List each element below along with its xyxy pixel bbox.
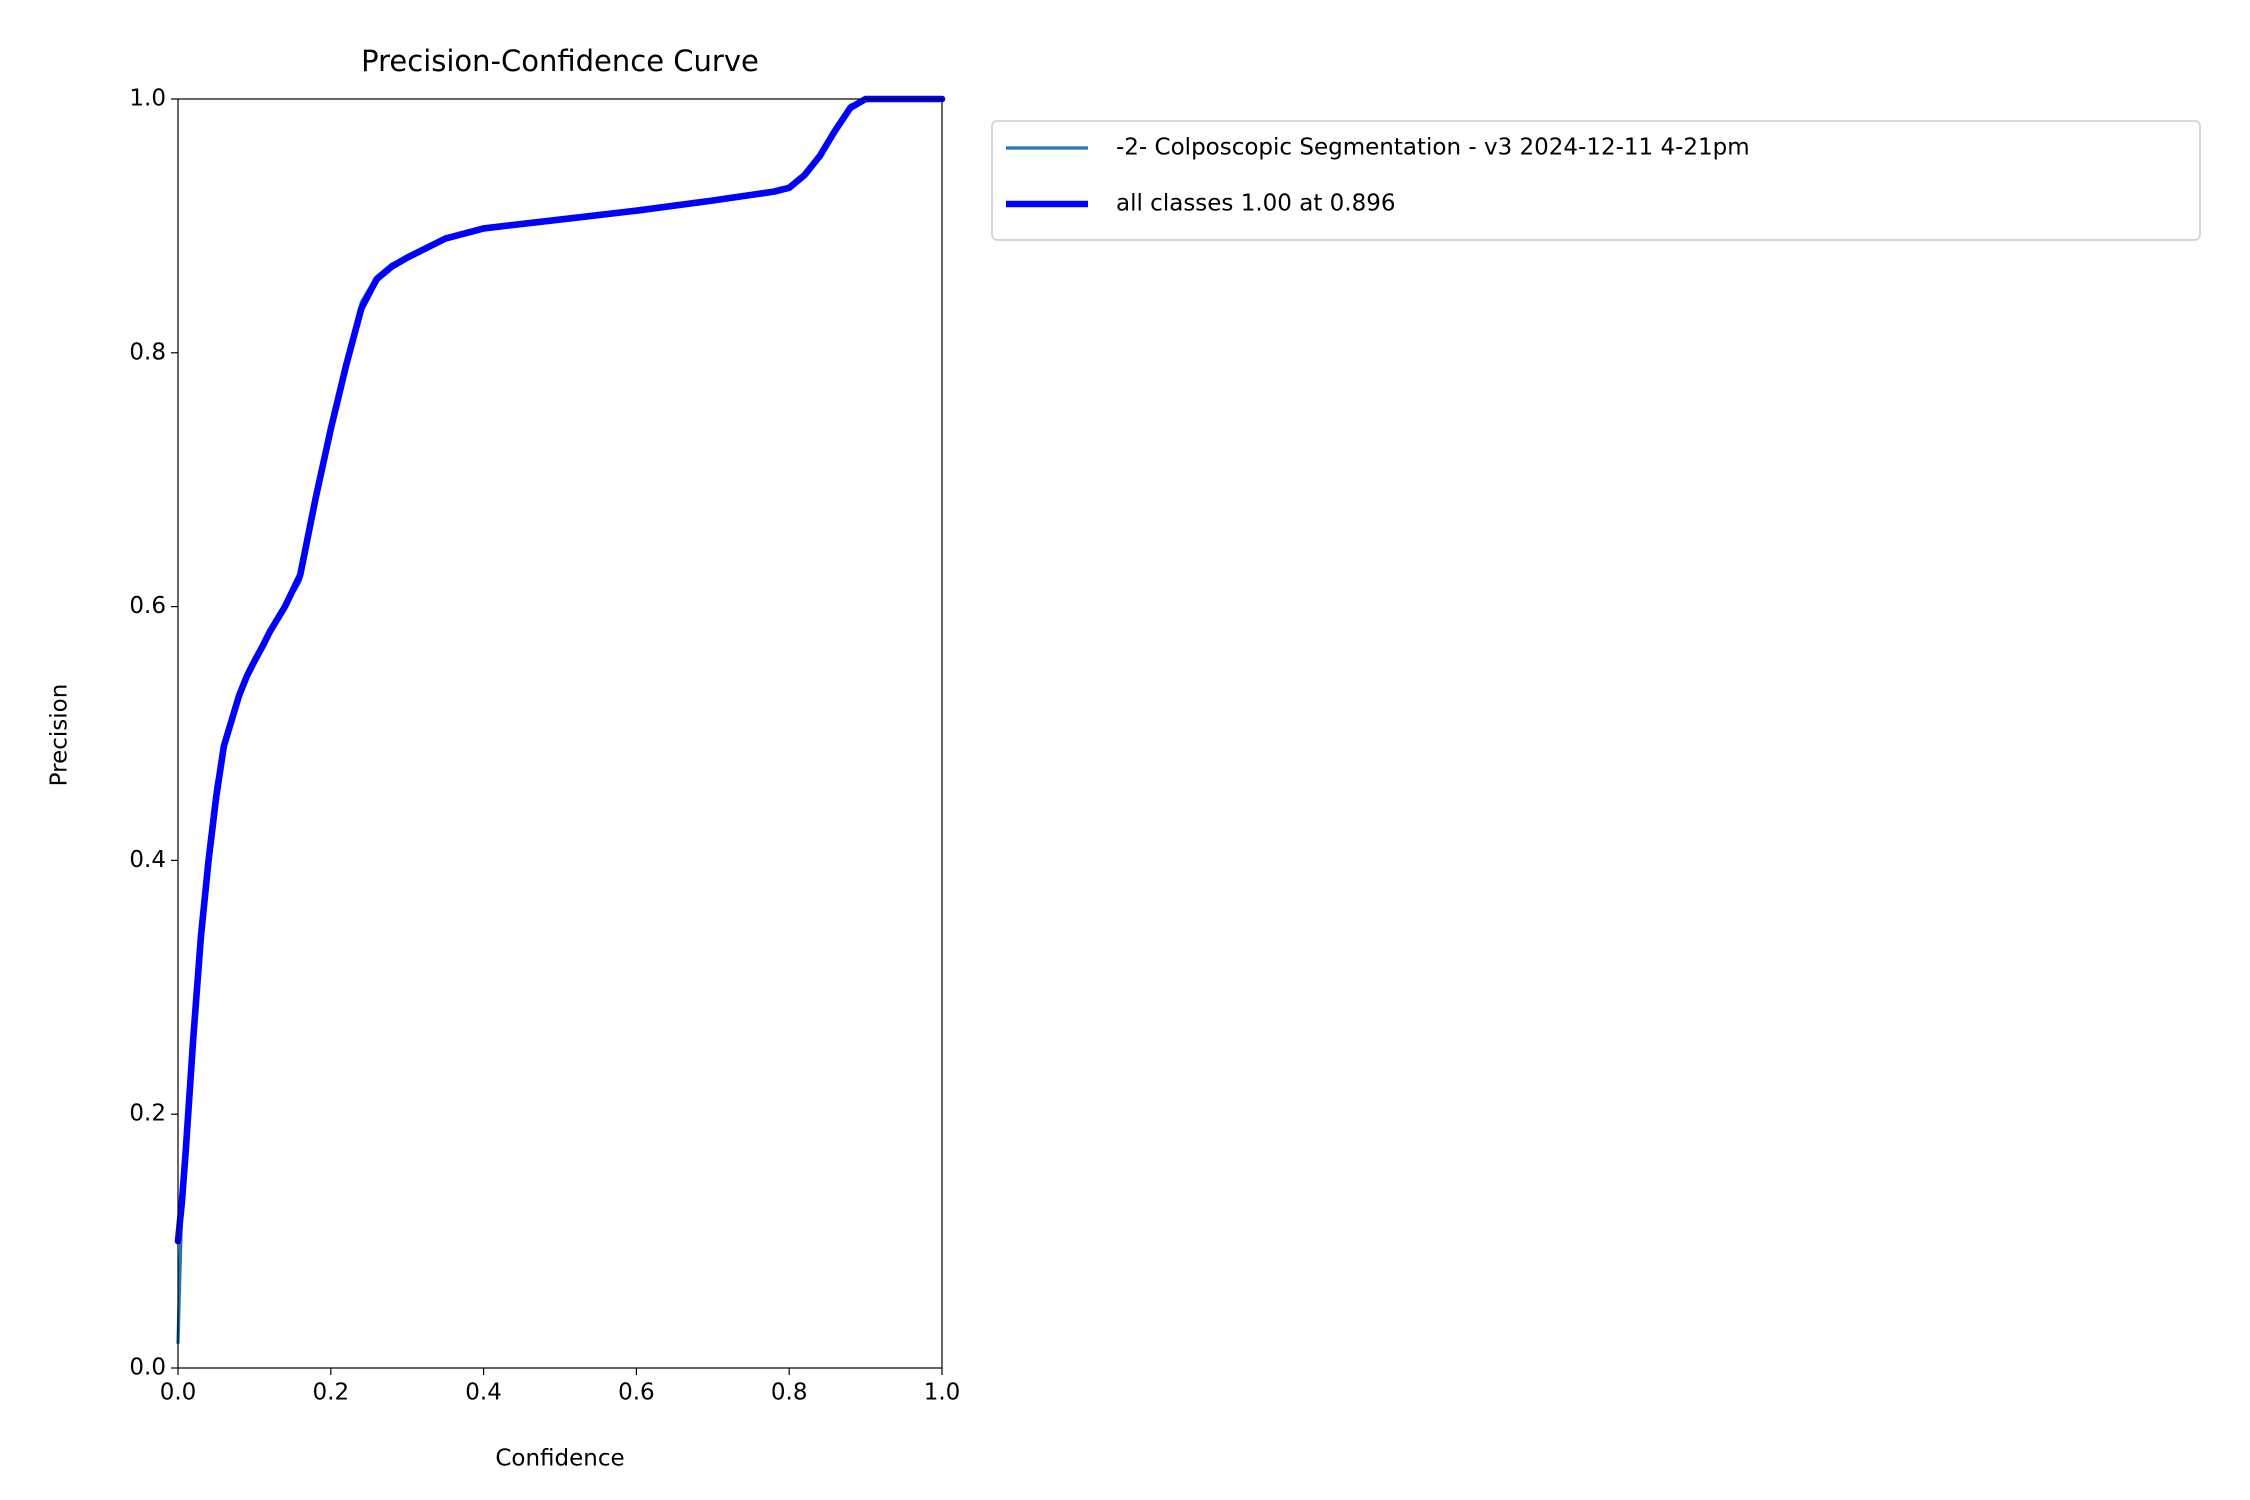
legend-box [991,120,2201,241]
series-line [174,95,946,1245]
y-tick-label: 0.8 [129,339,166,365]
x-tick-label: 0.2 [313,1380,350,1406]
x-tick-label: 1.0 [924,1380,961,1406]
legend-label: all classes 1.00 at 0.896 [1116,191,1396,217]
x-tick-label: 0.4 [465,1380,502,1406]
y-tick-label: 0.2 [129,1101,166,1127]
y-tick-label: 0.0 [129,1355,166,1381]
legend-label: -2- Colposcopic Segmentation - v3 2024-1… [1116,135,1750,161]
plot-frame [177,98,943,1369]
y-axis-label: Precision [47,684,73,787]
x-axis-label: Confidence [495,1446,624,1472]
y-tick-label: 0.4 [129,847,166,873]
x-tick-label: 0.6 [618,1380,655,1406]
x-tick-label: 0.8 [771,1380,808,1406]
x-tick-label: 0.0 [160,1380,197,1406]
y-tick-label: 0.6 [129,593,166,619]
chart-title: Precision-Confidence Curve [361,44,759,78]
y-tick-label: 1.0 [129,86,166,112]
